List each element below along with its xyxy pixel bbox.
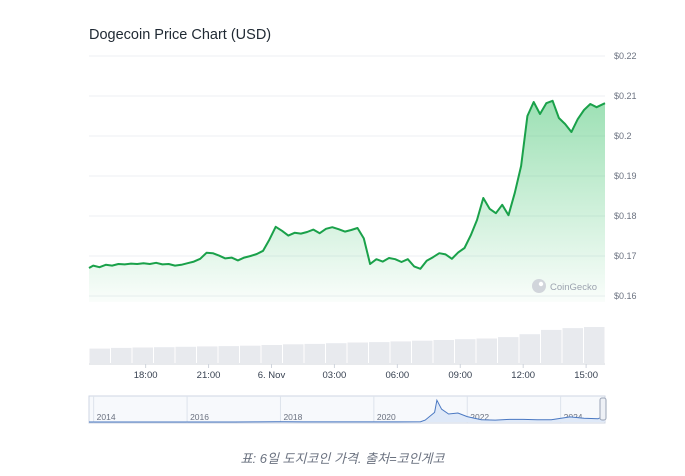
navigator-frame — [88, 395, 606, 424]
volume-bar — [369, 342, 390, 363]
y-tick-label: $0.2 — [614, 131, 632, 141]
volume-bar — [562, 328, 583, 363]
y-tick-label: $0.21 — [614, 91, 637, 101]
volume-bar — [326, 343, 347, 363]
x-axis: 18:00 21:00 6. Nov 03:00 06:00 09:00 12:00 15:0… — [134, 364, 598, 381]
volume-bar — [240, 345, 261, 363]
x-tick-label: 18:00 — [134, 370, 158, 381]
volume-bars — [89, 327, 605, 363]
navigator-tick-label: 2020 — [377, 412, 396, 422]
volume-bar — [541, 329, 562, 363]
x-tick-label: 6. Nov — [258, 370, 286, 381]
volume-bar — [261, 345, 282, 363]
volume-bar — [304, 343, 325, 363]
x-tick-label: 06:00 — [385, 370, 409, 381]
coingecko-logo-icon — [532, 279, 546, 293]
chart-title: Dogecoin Price Chart (USD) — [89, 27, 272, 43]
price-chart[interactable]: $0.22 $0.21 $0.2 $0.19 $0.18 $0.17 $0.16 CoinG… — [0, 0, 685, 440]
x-tick-label: 15:00 — [574, 370, 598, 381]
volume-bar — [132, 347, 153, 363]
x-tick-label: 03:00 — [323, 370, 347, 381]
volume-bar — [218, 346, 239, 363]
navigator-tick-label: 2014 — [97, 412, 116, 422]
navigator-tick-label: 2022 — [470, 412, 489, 422]
volume-bar — [412, 340, 433, 363]
y-axis: $0.22 $0.21 $0.2 $0.19 $0.18 $0.17 $0.16 — [614, 51, 637, 301]
y-tick-label: $0.16 — [614, 291, 637, 301]
volume-bar — [175, 346, 196, 363]
x-tick-label: 21:00 — [197, 370, 221, 381]
navigator[interactable]: 2014 2016 2018 2020 2022 2024 — [88, 395, 607, 424]
volume-bar — [283, 344, 304, 363]
price-area — [89, 100, 605, 302]
price-line[interactable] — [88, 99, 606, 270]
volume-bar — [154, 347, 175, 363]
navigator-handle[interactable] — [599, 397, 607, 421]
figure-caption: 표: 6일 도지코인 가격. 출처=코인게코 — [240, 451, 445, 466]
y-tick-label: $0.19 — [614, 171, 637, 181]
coingecko-eye-icon — [538, 281, 544, 287]
volume-bar — [455, 339, 476, 363]
volume-bar — [347, 342, 368, 363]
y-tick-label: $0.22 — [614, 51, 637, 61]
volume-bar — [519, 334, 540, 363]
navigator-tick-label: 2018 — [283, 412, 302, 422]
coingecko-watermark: CoinGecko — [532, 279, 597, 293]
watermark-label: CoinGecko — [550, 282, 597, 293]
navigator-tick-label: 2016 — [190, 412, 209, 422]
volume-bar — [111, 347, 132, 363]
volume-bar — [433, 340, 454, 363]
volume-bar — [390, 341, 411, 363]
x-tick-label: 09:00 — [448, 370, 472, 381]
volume-bar — [89, 348, 110, 363]
volume-bar — [498, 337, 519, 363]
y-tick-label: $0.17 — [614, 251, 637, 261]
x-tick-label: 12:00 — [511, 370, 535, 381]
y-tick-label: $0.18 — [614, 211, 637, 221]
volume-bar — [197, 346, 218, 363]
navigator-line — [89, 398, 606, 423]
volume-bar — [476, 338, 497, 363]
volume-bar — [584, 327, 605, 363]
